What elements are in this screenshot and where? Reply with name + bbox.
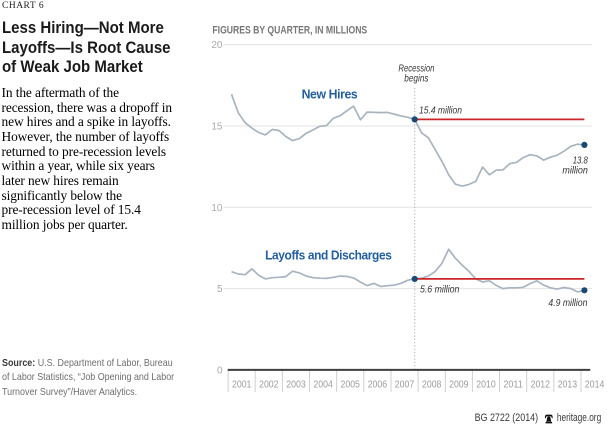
svg-text:20: 20 (211, 40, 223, 51)
svg-text:2002: 2002 (259, 379, 279, 391)
svg-text:5: 5 (217, 284, 223, 295)
svg-text:2014: 2014 (585, 379, 605, 391)
svg-text:2006: 2006 (368, 379, 388, 391)
svg-text:15: 15 (211, 122, 223, 133)
svg-text:heritage.org: heritage.org (557, 412, 601, 424)
svg-text:0: 0 (217, 366, 223, 377)
svg-text:2001: 2001 (232, 379, 252, 391)
svg-text:2013: 2013 (558, 379, 578, 391)
svg-text:15.4 million: 15.4 million (419, 104, 462, 116)
svg-text:2012: 2012 (531, 379, 551, 391)
svg-text:BG 2722 (2014): BG 2722 (2014) (475, 412, 539, 424)
svg-text:2007: 2007 (395, 379, 415, 391)
svg-text:Layoffs and Discharges: Layoffs and Discharges (265, 248, 392, 262)
svg-text:FIGURES BY QUARTER, IN MILLION: FIGURES BY QUARTER, IN MILLIONS (212, 24, 367, 36)
svg-text:5.6 million: 5.6 million (420, 284, 460, 296)
svg-text:New Hires: New Hires (302, 88, 358, 102)
svg-text:2008: 2008 (422, 379, 442, 391)
svg-text:4.9 million: 4.9 million (548, 297, 587, 309)
svg-text:2005: 2005 (341, 379, 361, 391)
svg-text:Recession: Recession (398, 62, 434, 74)
svg-text:2009: 2009 (449, 379, 469, 391)
svg-text:2011: 2011 (503, 379, 523, 391)
svg-text:2003: 2003 (286, 379, 306, 391)
svg-text:10: 10 (211, 203, 223, 214)
svg-text:million: million (562, 165, 588, 177)
svg-text:begins: begins (404, 73, 429, 85)
svg-text:13.8: 13.8 (573, 155, 588, 167)
svg-text:2010: 2010 (476, 379, 496, 391)
svg-text:2004: 2004 (313, 379, 333, 391)
